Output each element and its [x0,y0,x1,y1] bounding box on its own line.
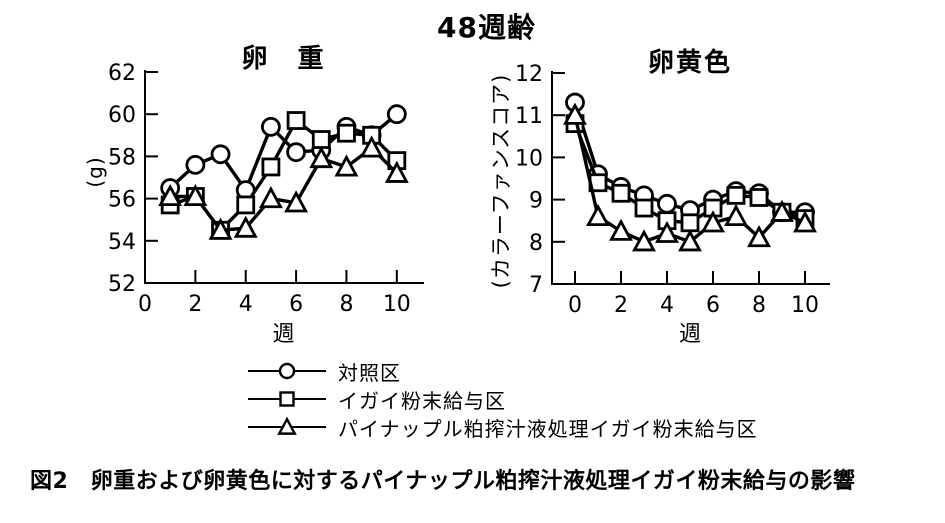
y-tick-label: 58 [108,145,136,170]
data-point-control [185,154,206,175]
legend-item-mussel-powder: イガイ粉末給与区 [248,387,758,413]
data-point-pineapple-mussel-powder [384,160,409,183]
y-tick-label: 9 [529,189,543,214]
legend-circle-marker [278,362,296,380]
y-tick-label: 7 [529,273,543,298]
data-point-mussel-powder [236,195,256,215]
figure-caption: 図2 卵重および卵黄色に対するパイナップル粕搾汁液処理イガイ粉末給与の影響 [30,469,856,494]
data-point-pineapple-mussel-powder [678,229,702,252]
y-axis-label-egg-weight: (g) [83,156,107,188]
series-line-pineapple-mussel-powder [170,146,399,232]
y-tick-label: 54 [108,230,136,255]
x-axis-label-egg-weight: 週 [272,322,295,347]
x-tick-label: 4 [239,292,253,317]
data-point-pineapple-mussel-powder [183,183,208,207]
chart-title-yolk-color: 卵黄色 [647,48,732,78]
data-point-pineapple-mussel-powder [158,183,183,207]
data-point-control [210,144,231,165]
legend-triangle-marker [277,416,297,435]
data-point-mussel-powder [611,183,631,203]
y-axis-label-yolk-color: (カラーファンスコア) [489,73,513,289]
data-point-pineapple-mussel-powder [747,225,771,248]
data-point-pineapple-mussel-powder [655,220,679,243]
x-tick-label: 0 [568,293,582,318]
legend-label: イガイ粉末給与区 [338,388,506,413]
y-tick-label: 56 [108,188,136,213]
legend: 対照区 イガイ粉末給与区 パイナップル粕搾汁液処理イガイ粉末給与区 [248,359,758,443]
x-tick-label: 6 [706,293,720,318]
data-point-pineapple-mussel-powder [284,190,309,213]
data-point-control [286,142,306,163]
data-point-pineapple-mussel-powder [793,210,817,233]
y-tick-label: 60 [108,103,136,128]
data-point-pineapple-mussel-powder [233,215,258,238]
data-point-pineapple-mussel-powder [359,135,384,158]
data-point-mussel-powder [634,198,654,218]
y-tick-label: 62 [108,61,136,86]
data-point-mussel-powder [286,111,306,130]
x-tick-label: 2 [614,293,628,318]
chart-title-egg-weight: 卵 重 [241,44,326,74]
data-point-pineapple-mussel-powder [770,199,794,222]
legend-marker-triangle [248,416,326,435]
y-tick-label: 52 [108,272,136,297]
page-title: 48週齢 [437,11,536,44]
data-point-mussel-powder [726,185,746,205]
series-line-control [573,102,805,214]
x-axis-label-yolk-color: 週 [678,322,701,347]
x-tick-label: 4 [660,293,674,318]
legend-marker-circle [248,362,326,380]
y-tick-label: 12 [515,62,543,87]
data-point-mussel-powder [680,213,700,233]
data-point-mussel-powder [337,123,356,143]
data-point-pineapple-mussel-powder [724,203,748,227]
data-point-mussel-powder [749,188,769,207]
data-point-pineapple-mussel-powder [701,210,725,233]
data-point-pineapple-mussel-powder [258,186,283,209]
data-point-pineapple-mussel-powder [208,217,233,240]
x-tick-label: 2 [188,292,202,317]
legend-item-pineapple-mussel-powder: パイナップル粕搾汁液処理イガイ粉末給与区 [248,415,758,441]
chart-egg-weight: 52 54 56 58 60 62 0 2 4 6 8 10 [108,61,424,317]
legend-square-marker [279,391,295,407]
data-point-pineapple-mussel-powder [563,102,587,125]
data-point-control [261,116,281,137]
series-line-control [169,112,398,192]
chart-yolk-color: 7 8 9 10 11 12 0 2 4 6 8 10 [515,62,830,318]
x-tick-label: 10 [791,293,819,318]
x-tick-label: 10 [383,292,411,317]
data-point-pineapple-mussel-powder [586,203,610,227]
y-tick-label: 10 [515,146,543,171]
data-point-pineapple-mussel-powder [609,218,633,241]
legend-marker-square [248,391,326,407]
data-point-mussel-powder [311,130,331,149]
x-tick-label: 8 [752,293,766,318]
x-tick-label: 0 [138,292,152,317]
y-tick-label: 8 [529,231,543,256]
data-point-control [386,104,407,125]
data-point-pineapple-mussel-powder [632,229,656,252]
x-tick-label: 6 [289,292,303,317]
data-point-pineapple-mussel-powder [309,145,334,169]
legend-label: パイナップル粕搾汁液処理イガイ粉末給与区 [338,416,758,441]
x-tick-label: 8 [339,292,353,317]
data-point-pineapple-mussel-powder [334,154,359,177]
legend-item-control: 対照区 [248,359,758,385]
legend-label: 対照区 [338,360,401,385]
data-point-mussel-powder [261,157,281,177]
y-tick-label: 11 [515,104,543,129]
data-point-control [657,193,677,214]
